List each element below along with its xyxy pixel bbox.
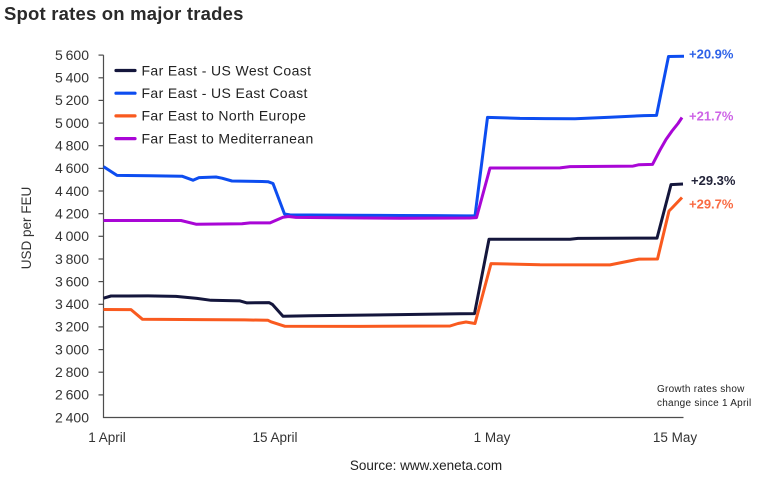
svg-text:1 May: 1 May bbox=[474, 430, 511, 445]
svg-text:Growth rates show: Growth rates show bbox=[657, 384, 745, 395]
svg-text:3 200: 3 200 bbox=[55, 319, 89, 335]
svg-text:4 000: 4 000 bbox=[55, 228, 89, 244]
svg-text:4 800: 4 800 bbox=[55, 138, 89, 154]
svg-text:1 April: 1 April bbox=[88, 430, 126, 445]
svg-text:4 600: 4 600 bbox=[55, 160, 89, 176]
svg-text:4 200: 4 200 bbox=[55, 206, 89, 222]
svg-text:5 600: 5 600 bbox=[55, 47, 89, 63]
svg-text:+29.3%: +29.3% bbox=[691, 173, 736, 188]
svg-text:2 800: 2 800 bbox=[55, 364, 89, 380]
svg-text:15 April: 15 April bbox=[252, 430, 297, 445]
svg-text:2 600: 2 600 bbox=[55, 387, 89, 403]
svg-text:3 800: 3 800 bbox=[55, 251, 89, 267]
svg-text:+20.9%: +20.9% bbox=[689, 47, 734, 62]
svg-text:15 May: 15 May bbox=[653, 430, 698, 445]
svg-text:+29.7%: +29.7% bbox=[689, 197, 734, 212]
svg-text:5 000: 5 000 bbox=[55, 115, 89, 131]
svg-text:3 600: 3 600 bbox=[55, 273, 89, 289]
svg-text:2 400: 2 400 bbox=[55, 409, 89, 425]
svg-text:+21.7%: +21.7% bbox=[689, 109, 734, 124]
svg-text:Far East - US West Coast: Far East - US West Coast bbox=[142, 62, 312, 78]
svg-text:Far East - US East Coast: Far East - US East Coast bbox=[142, 85, 308, 101]
svg-text:5 400: 5 400 bbox=[55, 70, 89, 86]
svg-text:Far East to North Europe: Far East to North Europe bbox=[142, 108, 307, 124]
svg-text:5 200: 5 200 bbox=[55, 92, 89, 108]
svg-text:Spot rates on major trades: Spot rates on major trades bbox=[4, 3, 244, 24]
svg-text:change since 1 April: change since 1 April bbox=[657, 398, 752, 409]
svg-text:3 000: 3 000 bbox=[55, 341, 89, 357]
svg-text:Far East to Mediterranean: Far East to Mediterranean bbox=[142, 130, 314, 146]
svg-text:USD per FEU: USD per FEU bbox=[19, 187, 34, 270]
svg-text:Source: www.xeneta.com: Source: www.xeneta.com bbox=[350, 458, 502, 473]
svg-text:4 400: 4 400 bbox=[55, 183, 89, 199]
svg-text:3 400: 3 400 bbox=[55, 296, 89, 312]
